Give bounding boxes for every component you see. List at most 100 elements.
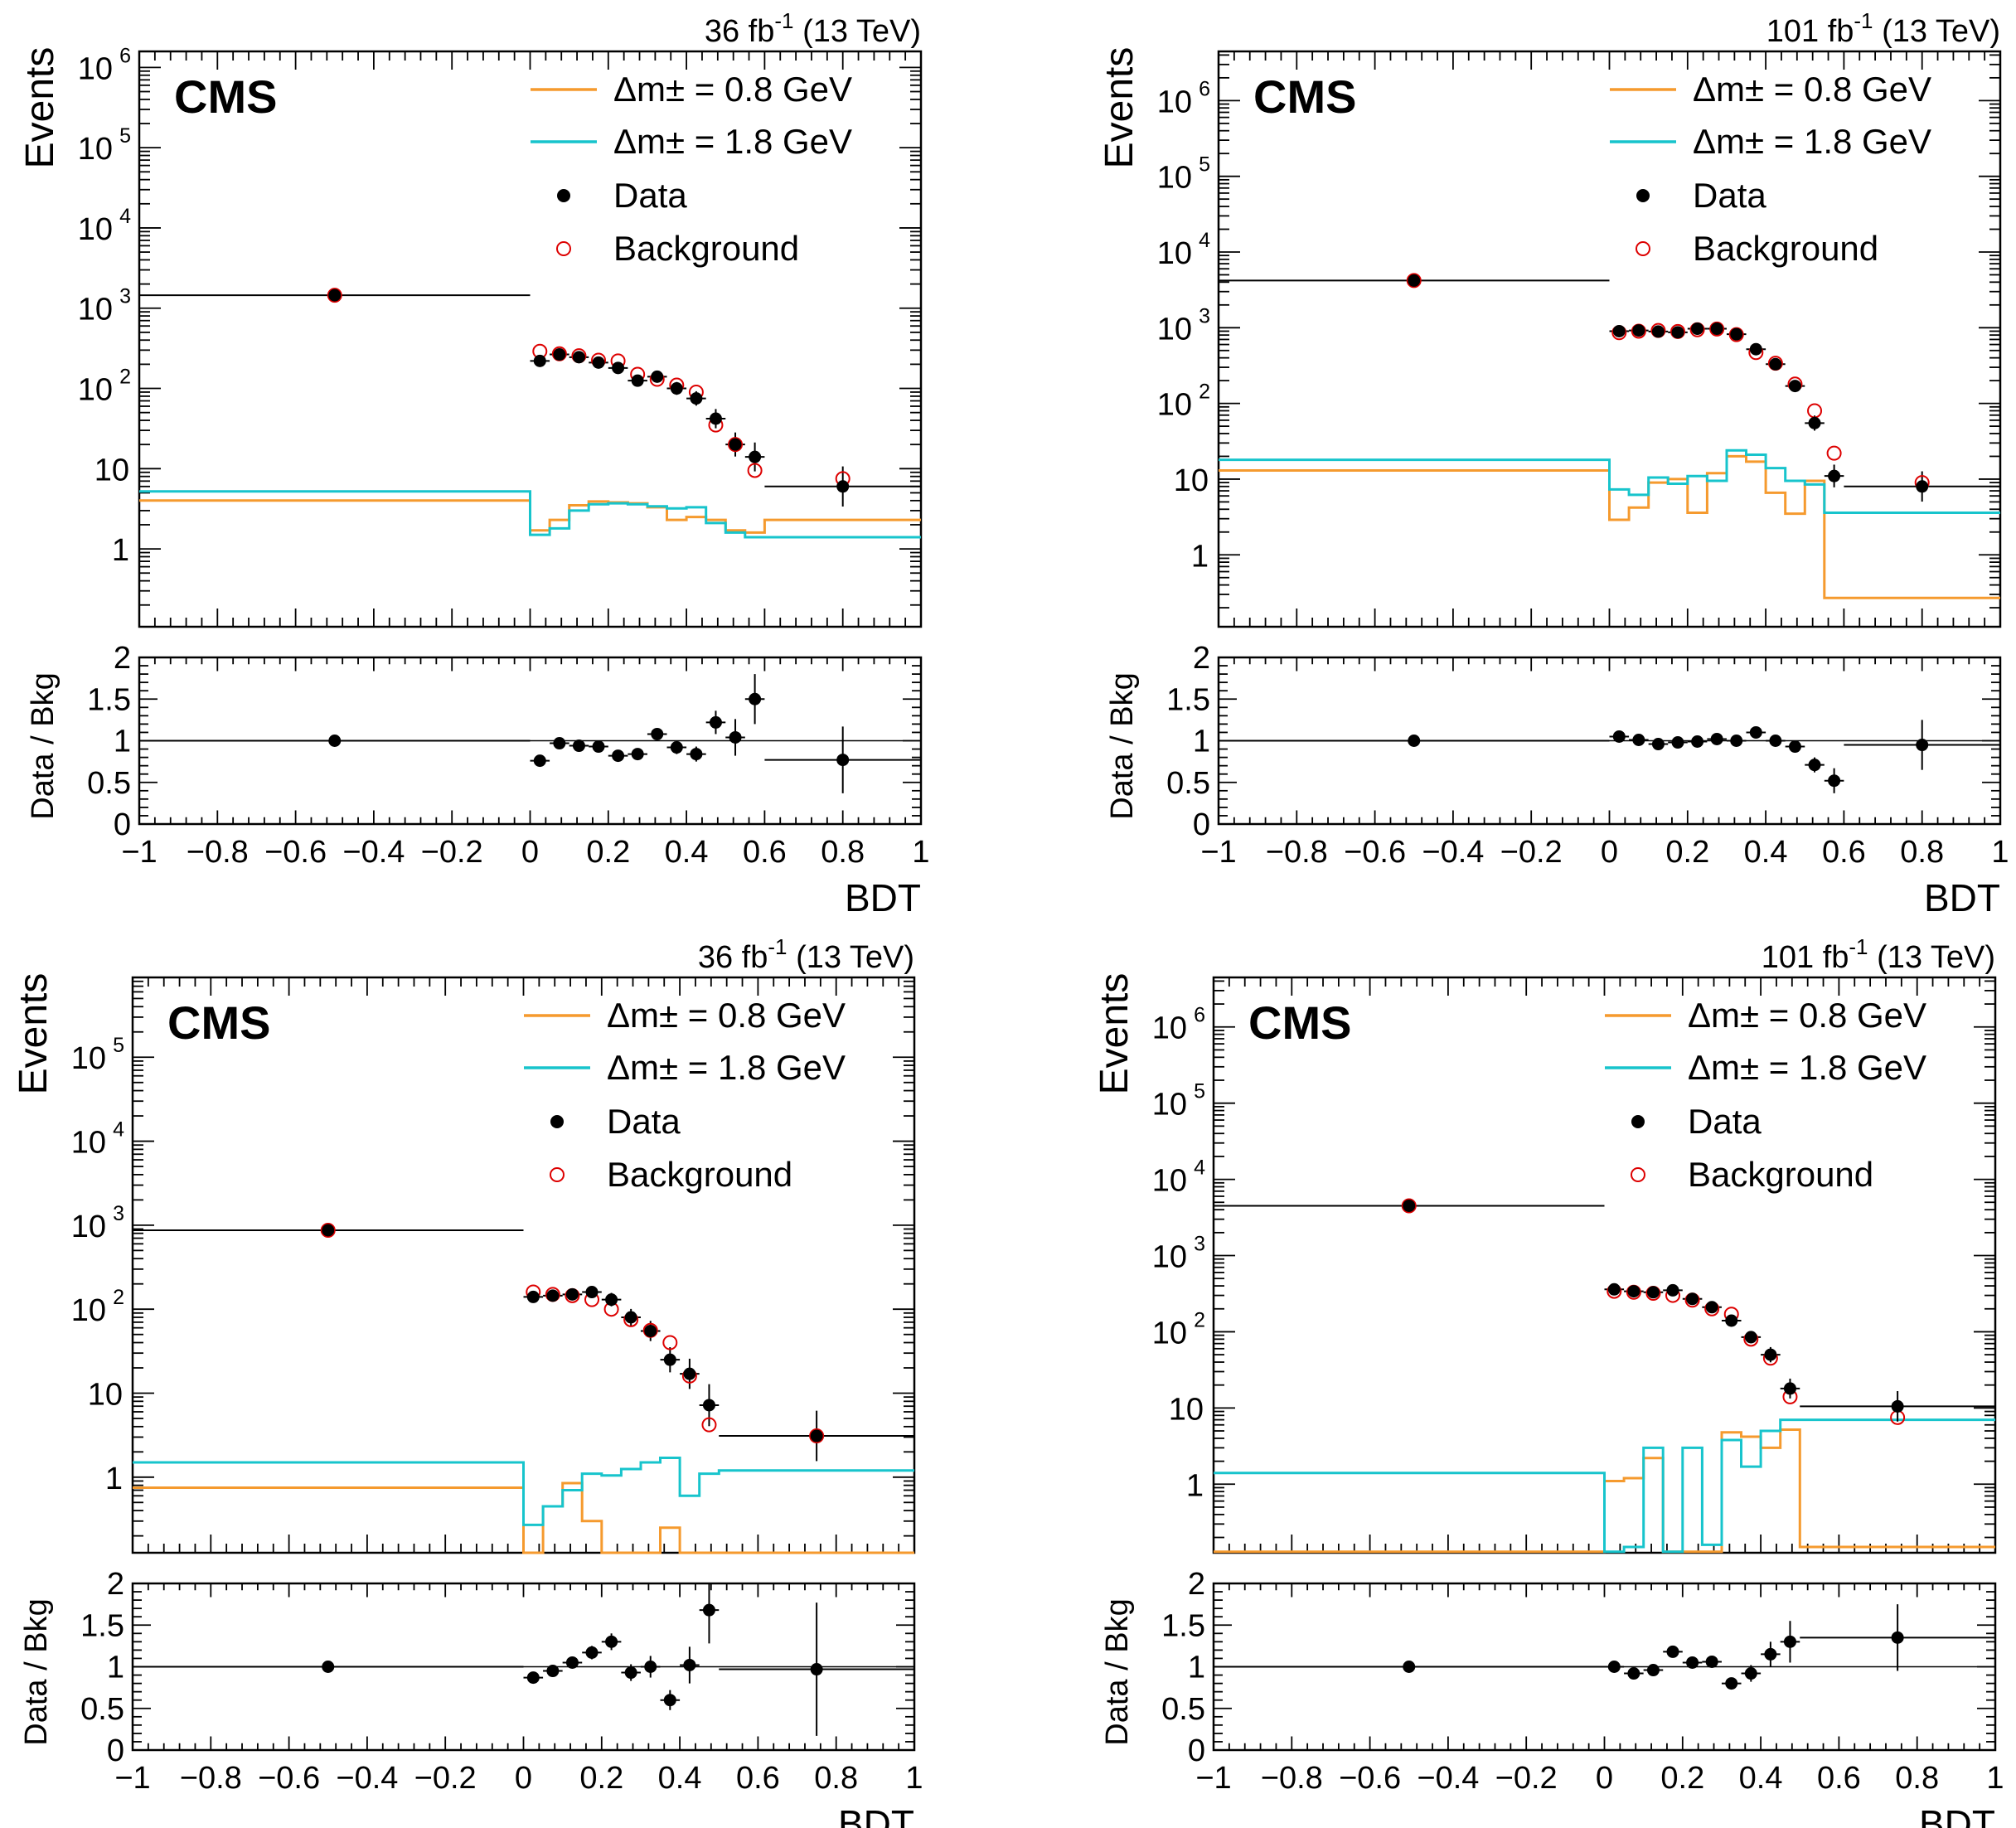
y-tick-label: 1 bbox=[105, 1462, 123, 1496]
y-tick-label: 10 bbox=[1157, 161, 1192, 196]
legend-label-data: Data bbox=[1688, 1102, 1762, 1141]
x-tick-label: −0.8 bbox=[1261, 1761, 1323, 1796]
y-tick-exponent: 6 bbox=[1199, 77, 1210, 100]
data-point bbox=[1788, 380, 1801, 393]
x-axis-title: BDT bbox=[1919, 1802, 1995, 1828]
y-tick-label: 10 bbox=[71, 1210, 106, 1244]
ratio-y-tick-label: 0 bbox=[1193, 807, 1210, 842]
x-tick-label: 0.6 bbox=[743, 835, 787, 870]
data-point bbox=[1607, 1283, 1621, 1296]
data-point bbox=[1828, 469, 1841, 482]
data-point bbox=[1808, 416, 1821, 429]
background-point bbox=[1807, 403, 1823, 419]
legend-marker-bkg bbox=[556, 241, 571, 256]
y-tick-exponent: 3 bbox=[1199, 304, 1210, 327]
x-tick-label: −0.4 bbox=[336, 1761, 398, 1796]
ratio-axis-title: Data / Bkg bbox=[1105, 672, 1140, 819]
legend-label-data: Data bbox=[613, 176, 687, 215]
y-tick-exponent: 2 bbox=[119, 366, 131, 389]
x-tick-label: 0.8 bbox=[1895, 1761, 1939, 1796]
x-tick-label: 0.4 bbox=[1739, 1761, 1783, 1796]
ratio-axis-title: Data / Bkg bbox=[19, 1598, 54, 1745]
data-point bbox=[670, 382, 683, 395]
ratio-y-tick-label: 2 bbox=[114, 641, 131, 676]
ratio-point bbox=[1671, 736, 1684, 749]
y-tick-exponent: 5 bbox=[1194, 1080, 1205, 1103]
cms-label: CMS bbox=[1248, 996, 1351, 1049]
ratio-point bbox=[1686, 1656, 1699, 1669]
ratio-point bbox=[322, 1661, 335, 1673]
legend-marker-data bbox=[557, 189, 570, 202]
ratio-point bbox=[749, 692, 762, 706]
y-axis-title: Events bbox=[12, 973, 56, 1095]
x-tick-label: 0.6 bbox=[736, 1761, 780, 1796]
y-tick-label: 10 bbox=[1152, 1316, 1187, 1350]
y-tick-label: 10 bbox=[1157, 85, 1192, 119]
x-tick-label: 0 bbox=[1596, 1761, 1613, 1796]
y-tick-exponent: 2 bbox=[1199, 381, 1210, 404]
legend-label-data: Data bbox=[607, 1102, 681, 1141]
legend-marker-data bbox=[1636, 189, 1650, 202]
ratio-point bbox=[1808, 759, 1821, 772]
ratio-axis-title: Data / Bkg bbox=[26, 672, 61, 819]
ratio-y-tick-label: 0 bbox=[114, 807, 131, 842]
x-tick-label: −1 bbox=[1195, 1761, 1231, 1796]
ratio-point bbox=[690, 748, 703, 761]
data-point bbox=[1671, 326, 1684, 339]
x-tick-label: 0.2 bbox=[1665, 835, 1709, 870]
ratio-point bbox=[592, 740, 605, 754]
signal-18-hist bbox=[1214, 1418, 1995, 1554]
lumi-label: 36 fb-1 (13 TeV) bbox=[698, 934, 914, 975]
ratio-y-tick-label: 1 bbox=[1193, 725, 1210, 759]
background-point bbox=[701, 1417, 717, 1433]
y-tick-label: 10 bbox=[1169, 1392, 1204, 1427]
ratio-point bbox=[1691, 735, 1704, 749]
x-tick-label: 0.4 bbox=[665, 835, 709, 870]
ratio-point bbox=[1749, 725, 1762, 739]
legend-label-sig18: Δm± = 1.8 GeV bbox=[613, 122, 852, 161]
data-point bbox=[810, 1429, 823, 1443]
ratio-y-tick-label: 2 bbox=[1193, 641, 1210, 676]
data-point bbox=[1666, 1283, 1679, 1297]
y-tick-exponent: 2 bbox=[113, 1286, 124, 1309]
ratio-point bbox=[631, 748, 644, 761]
ratio-point bbox=[1612, 730, 1626, 743]
data-point bbox=[572, 351, 585, 364]
y-tick-exponent: 6 bbox=[119, 44, 131, 67]
data-point bbox=[1651, 325, 1665, 338]
data-point bbox=[1686, 1292, 1699, 1306]
x-tick-label: 1 bbox=[1991, 835, 2009, 870]
x-tick-label: −0.4 bbox=[1417, 1761, 1479, 1796]
ratio-y-tick-label: 0.5 bbox=[87, 766, 131, 801]
data-point bbox=[1646, 1286, 1660, 1299]
y-tick-label: 10 bbox=[1152, 1011, 1187, 1046]
ratio-y-tick-label: 1 bbox=[1188, 1651, 1205, 1685]
data-point bbox=[592, 356, 605, 369]
y-tick-label: 10 bbox=[1174, 463, 1209, 498]
y-tick-label: 10 bbox=[1152, 1088, 1187, 1122]
ratio-point bbox=[663, 1694, 676, 1707]
y-axis-title: Events bbox=[18, 47, 62, 169]
cms-label: CMS bbox=[174, 70, 277, 123]
x-tick-label: 0.4 bbox=[1744, 835, 1788, 870]
legend-label-data: Data bbox=[1693, 176, 1766, 215]
data-point bbox=[1612, 324, 1626, 337]
data-point bbox=[1783, 1382, 1796, 1395]
y-tick-exponent: 5 bbox=[119, 124, 131, 148]
x-tick-label: −0.6 bbox=[1339, 1761, 1401, 1796]
data-point bbox=[553, 348, 566, 361]
y-tick-exponent: 5 bbox=[113, 1034, 124, 1057]
ratio-y-tick-label: 0 bbox=[1188, 1733, 1205, 1768]
y-tick-exponent: 4 bbox=[1199, 229, 1210, 252]
x-tick-label: −0.4 bbox=[342, 835, 405, 870]
ratio-point bbox=[1666, 1645, 1679, 1658]
ratio-y-tick-label: 1 bbox=[107, 1651, 124, 1685]
legend-label-bkg: Background bbox=[613, 229, 799, 268]
data-point bbox=[1705, 1301, 1718, 1314]
ratio-point bbox=[683, 1658, 696, 1671]
background-point bbox=[1406, 273, 1422, 289]
x-axis-title: BDT bbox=[1924, 876, 2000, 919]
legend-marker-data bbox=[1631, 1115, 1645, 1128]
